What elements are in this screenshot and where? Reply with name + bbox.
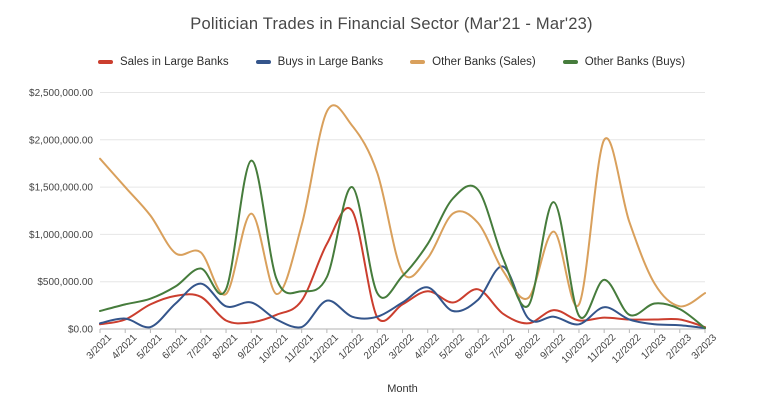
legend-swatch bbox=[255, 60, 271, 64]
x-tick-label: 6/2022 bbox=[463, 332, 493, 362]
y-tick-label: $1,000,000.00 bbox=[29, 230, 93, 241]
x-tick-label: 2/2022 bbox=[362, 332, 392, 362]
chart-title: Politician Trades in Financial Sector (M… bbox=[190, 15, 593, 33]
x-tick-label: 3/2023 bbox=[690, 332, 720, 362]
legend-label: Other Banks (Sales) bbox=[432, 56, 536, 68]
series-line-other-banks-sales- bbox=[99, 104, 706, 308]
series-lines bbox=[99, 104, 706, 330]
x-tick-label: 7/2021 bbox=[186, 332, 216, 362]
legend-item-other-banks-sales-: Other Banks (Sales) bbox=[410, 56, 536, 68]
legend-item-sales-in-large-banks: Sales in Large Banks bbox=[97, 56, 229, 68]
legend-label: Buys in Large Banks bbox=[277, 56, 384, 68]
legend-item-buys-in-large-banks: Buys in Large Banks bbox=[255, 56, 384, 68]
series-line-buys-in-large-banks bbox=[99, 265, 706, 330]
legend-swatch bbox=[97, 60, 113, 64]
y-tick-label: $1,500,000.00 bbox=[29, 183, 93, 194]
series-line-sales-in-large-banks bbox=[99, 207, 706, 329]
y-tick-label: $2,500,000.00 bbox=[29, 88, 93, 99]
legend-label: Other Banks (Buys) bbox=[584, 56, 686, 68]
legend-label: Sales in Large Banks bbox=[119, 56, 229, 68]
legend-item-other-banks-buys-: Other Banks (Buys) bbox=[562, 56, 686, 68]
legend-swatch bbox=[410, 60, 426, 64]
series-line-other-banks-buys- bbox=[99, 159, 706, 330]
x-tick-label: 3/2022 bbox=[387, 332, 417, 362]
x-tick-label: 1/2022 bbox=[337, 332, 367, 362]
legend-swatch bbox=[562, 60, 578, 64]
x-tick-label: 8/2022 bbox=[513, 332, 543, 362]
x-axis-labels: 3/20214/20215/20216/20217/20218/20219/20… bbox=[85, 329, 720, 366]
x-tick-label: 4/2022 bbox=[412, 332, 442, 362]
legend: Sales in Large Banks Buys in Large Banks O… bbox=[0, 54, 783, 70]
x-axis-title: Month bbox=[387, 383, 418, 395]
x-tick-label: 4/2021 bbox=[110, 332, 140, 362]
y-tick-label: $2,000,000.00 bbox=[29, 135, 93, 146]
y-tick-label: $500,000.00 bbox=[37, 277, 93, 288]
x-tick-label: 5/2021 bbox=[135, 332, 165, 362]
x-tick-label: 8/2021 bbox=[211, 332, 241, 362]
x-tick-label: 1/2023 bbox=[639, 332, 669, 362]
x-tick-label: 2/2023 bbox=[665, 332, 695, 362]
x-tick-label: 7/2022 bbox=[488, 332, 518, 362]
y-axis-labels: $0.00 $500,000.00 $1,000,000.00 $1,500,000.… bbox=[29, 88, 93, 336]
y-tick-label: $0.00 bbox=[68, 325, 93, 336]
x-tick-label: 3/2021 bbox=[85, 332, 115, 362]
x-tick-label: 5/2022 bbox=[438, 332, 468, 362]
x-tick-label: 6/2021 bbox=[160, 332, 190, 362]
